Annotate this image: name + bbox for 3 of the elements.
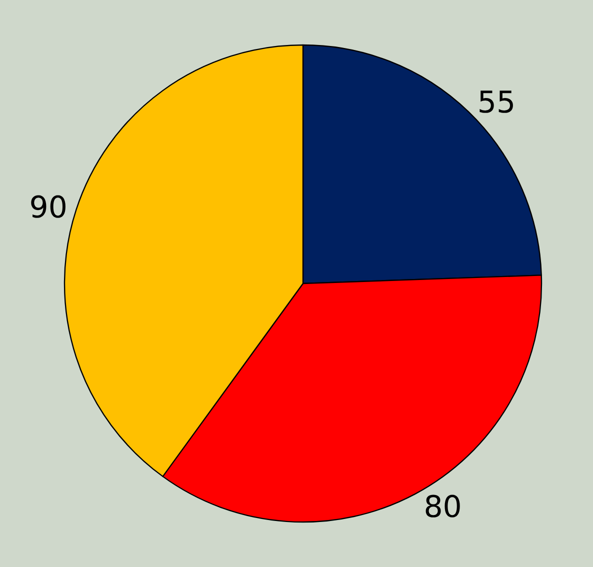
data-label: 55	[477, 85, 516, 120]
data-label: 90	[29, 190, 68, 226]
data-label: 80	[424, 490, 462, 526]
